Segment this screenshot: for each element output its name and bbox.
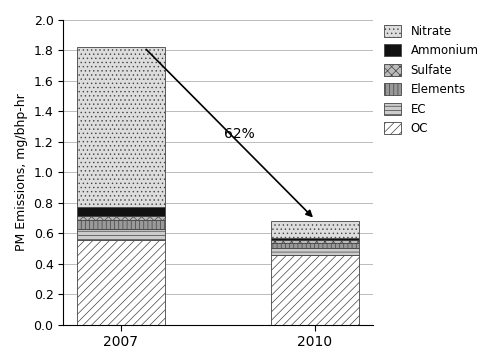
Bar — [78, 206, 164, 216]
Bar — [78, 216, 164, 219]
Text: 62%: 62% — [224, 127, 254, 141]
Bar — [78, 47, 164, 206]
Legend: Nitrate, Ammonium, Sulfate, Elements, EC, OC: Nitrate, Ammonium, Sulfate, Elements, EC… — [379, 20, 484, 140]
Bar — [78, 219, 164, 229]
Bar — [272, 243, 358, 249]
Bar — [272, 240, 358, 243]
Bar — [272, 221, 358, 238]
Bar — [272, 238, 358, 240]
Bar — [78, 240, 164, 325]
Bar — [272, 249, 358, 255]
Bar — [272, 255, 358, 325]
Y-axis label: PM Emissions, mg/bhp-hr: PM Emissions, mg/bhp-hr — [15, 94, 28, 251]
Bar — [78, 229, 164, 240]
